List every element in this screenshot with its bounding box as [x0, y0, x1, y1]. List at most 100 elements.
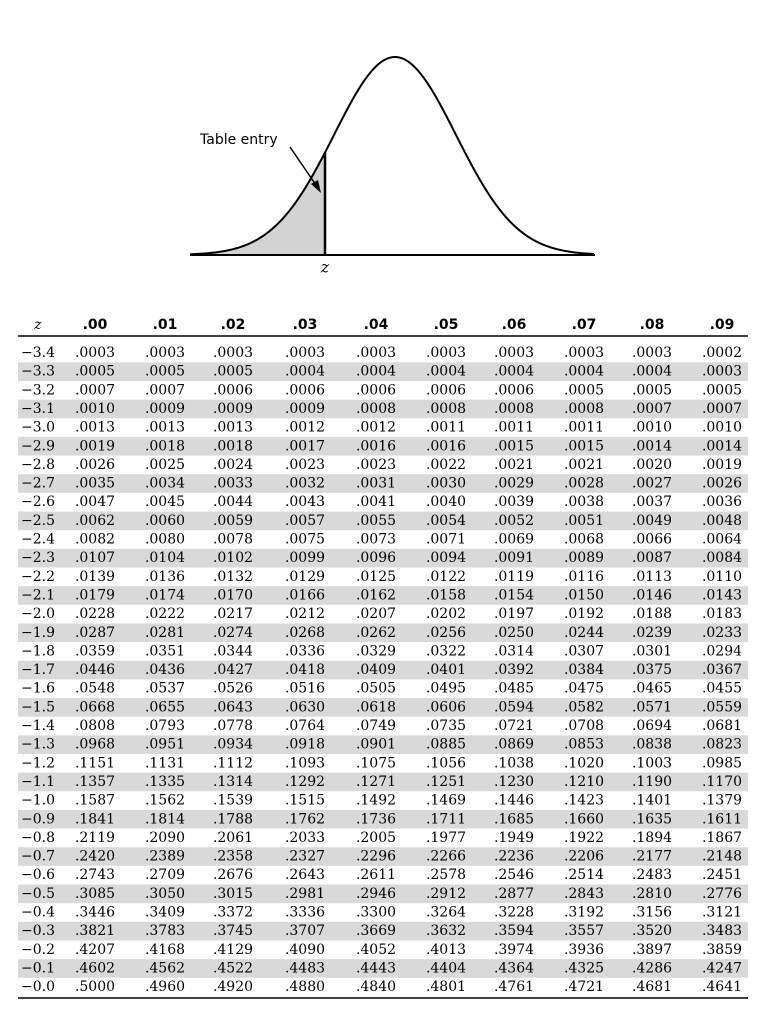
probability: .2912 [426, 886, 466, 902]
probability: .4920 [213, 979, 253, 995]
probability: .0016 [426, 438, 466, 454]
probability: .0094 [426, 550, 466, 566]
probability: .2119 [75, 830, 115, 846]
probability: .0040 [426, 494, 466, 510]
probability: .1003 [632, 755, 672, 771]
row-shade [18, 623, 748, 643]
probability: .0329 [356, 643, 396, 659]
probability: .0516 [285, 681, 325, 697]
probability: .0062 [75, 513, 115, 529]
probability: .0244 [564, 625, 604, 641]
z-value: −2.0 [21, 606, 55, 622]
column-header: .03 [293, 317, 318, 333]
z-value: −1.6 [21, 681, 55, 697]
z-value: −3.4 [21, 345, 55, 361]
z-value: −2.9 [21, 438, 55, 454]
probability: .0110 [702, 569, 742, 585]
probability: .0059 [213, 513, 253, 529]
probability: .3745 [213, 923, 253, 939]
probability: .2327 [285, 849, 325, 865]
probability: .0013 [75, 420, 115, 436]
probability: .0294 [702, 643, 742, 659]
probability: .0582 [564, 699, 604, 715]
probability: .0030 [426, 476, 466, 492]
probability: .0256 [426, 625, 466, 641]
probability: .0268 [285, 625, 325, 641]
probability: .0122 [426, 569, 466, 585]
shaded-area [190, 152, 325, 255]
probability: .0010 [632, 420, 672, 436]
probability: .2946 [356, 886, 396, 902]
probability: .3897 [632, 942, 672, 958]
probability: .0262 [356, 625, 396, 641]
probability: .0006 [213, 382, 253, 398]
probability: .1587 [75, 793, 115, 809]
row-shade [18, 586, 748, 605]
probability: .0003 [564, 345, 604, 361]
probability: .0003 [426, 345, 466, 361]
probability: .0301 [632, 643, 672, 659]
probability: .1230 [494, 774, 534, 790]
probability: .3264 [426, 905, 466, 921]
probability: .0375 [632, 662, 672, 678]
probability: .0188 [632, 606, 672, 622]
probability: .2033 [285, 830, 325, 846]
probability: .1814 [145, 811, 185, 827]
probability: .0091 [494, 550, 534, 566]
probability: .4325 [564, 960, 604, 976]
probability: .1210 [564, 774, 604, 790]
probability: .0045 [145, 494, 185, 510]
probability: .0104 [145, 550, 185, 566]
probability: .0125 [356, 569, 396, 585]
probability: .2676 [213, 867, 253, 883]
probability: .4404 [426, 960, 466, 976]
probability: .0005 [632, 382, 672, 398]
probability: .0004 [632, 364, 672, 380]
probability: .0116 [564, 569, 604, 585]
probability: .0008 [356, 401, 396, 417]
probability: .0007 [632, 401, 672, 417]
probability: .0034 [145, 476, 185, 492]
probability: .2611 [356, 867, 396, 883]
probability: .1711 [426, 811, 466, 827]
probability: .0011 [426, 420, 466, 436]
probability: .3192 [564, 905, 604, 921]
row-shade [18, 698, 748, 717]
probability: .1093 [285, 755, 325, 771]
z-value: −3.0 [21, 420, 55, 436]
probability: .2578 [426, 867, 466, 883]
probability: .0918 [285, 737, 325, 753]
z-value: −3.1 [21, 401, 55, 417]
probability: .0166 [285, 587, 325, 603]
probability: .0008 [426, 401, 466, 417]
probability: .0019 [702, 457, 742, 473]
probability: .0281 [145, 625, 185, 641]
probability: .1190 [632, 774, 672, 790]
probability: .0287 [75, 625, 115, 641]
probability: .0475 [564, 681, 604, 697]
probability: .3085 [75, 886, 115, 902]
probability: .0222 [145, 606, 185, 622]
probability: .3707 [285, 923, 325, 939]
probability: .0307 [564, 643, 604, 659]
probability: .0869 [494, 737, 534, 753]
probability: .0630 [285, 699, 325, 715]
z-value: −0.7 [21, 849, 55, 865]
probability: .3015 [213, 886, 253, 902]
probability: .0129 [285, 569, 325, 585]
probability: .2296 [356, 849, 396, 865]
probability: .0006 [356, 382, 396, 398]
probability: .0016 [356, 438, 396, 454]
probability: .0013 [145, 420, 185, 436]
probability: .4761 [494, 979, 534, 995]
z-value: −0.6 [21, 867, 55, 883]
probability: .0004 [494, 364, 534, 380]
probability: .1736 [356, 811, 396, 827]
probability: .1762 [285, 811, 325, 827]
probability: .0146 [632, 587, 672, 603]
probability: .0018 [213, 438, 253, 454]
probability: .4960 [145, 979, 185, 995]
probability: .0212 [285, 606, 325, 622]
probability: .0808 [75, 718, 115, 734]
